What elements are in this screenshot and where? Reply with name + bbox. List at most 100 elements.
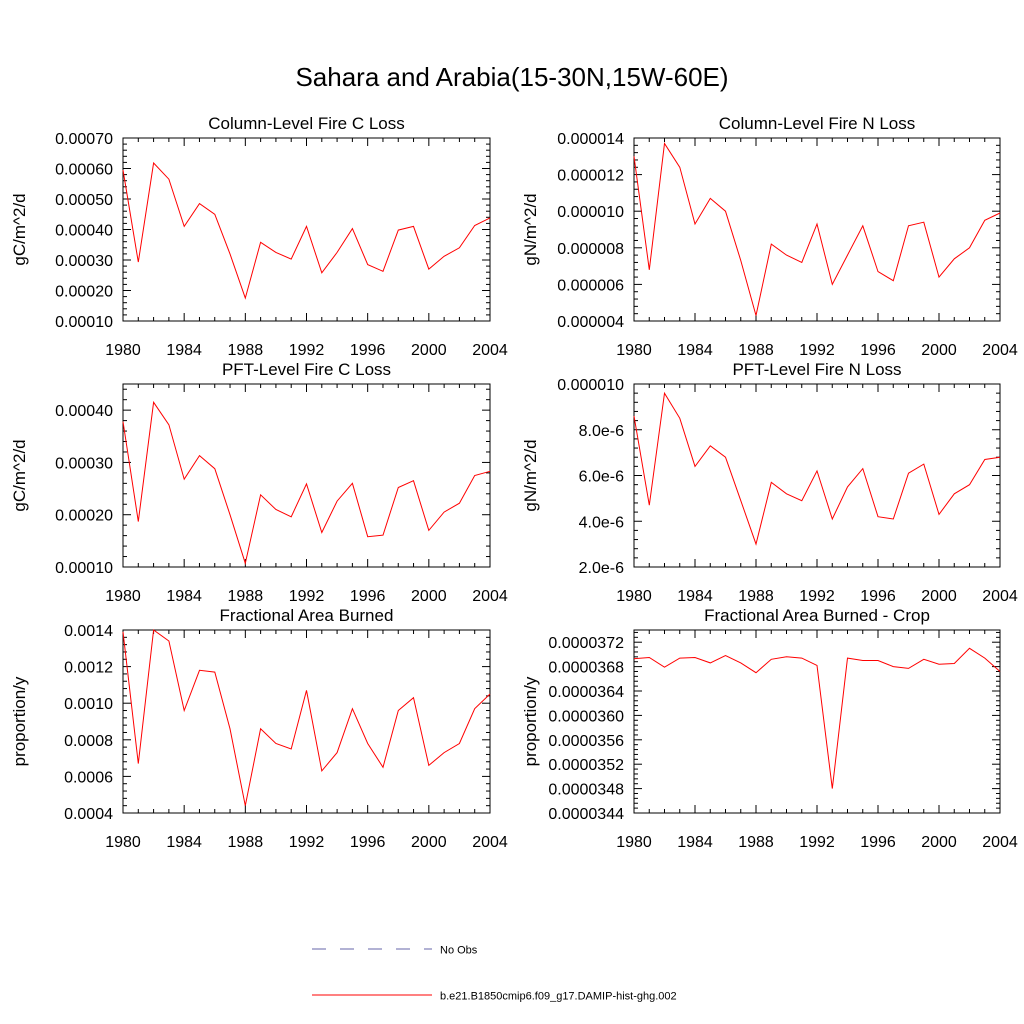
y-tick-label: 0.0010 bbox=[64, 696, 113, 713]
x-tick-label: 2004 bbox=[982, 588, 1018, 605]
y-tick-label: 0.000012 bbox=[557, 168, 624, 185]
x-tick-label: 1980 bbox=[616, 588, 652, 605]
x-tick-label: 2000 bbox=[921, 588, 957, 605]
x-tick-label: 1984 bbox=[677, 342, 713, 359]
x-tick-label: 1988 bbox=[228, 342, 264, 359]
x-tick-label: 1996 bbox=[350, 588, 386, 605]
x-tick-label: 1996 bbox=[350, 834, 386, 851]
plot-frame bbox=[633, 629, 1001, 814]
y-tick-label: 0.0000352 bbox=[548, 757, 624, 774]
plot-frame bbox=[633, 383, 1001, 568]
chart-panel-6: 1980 1984 1988 1992 1996 2000 2004 0.0000344 0.0… bbox=[521, 606, 1018, 851]
y-tick-label: 0.0000368 bbox=[548, 660, 624, 677]
panel-title: PFT-Level Fire N Loss bbox=[732, 360, 901, 379]
y-axis-label: proportion/y bbox=[10, 676, 29, 766]
y-tick-label: 8.0e-6 bbox=[579, 423, 624, 440]
x-tick-label: 1980 bbox=[105, 834, 141, 851]
y-tick-label: 0.0000344 bbox=[548, 806, 624, 823]
x-tick-label: 1996 bbox=[860, 588, 896, 605]
y-tick-label: 0.0000364 bbox=[548, 684, 624, 701]
y-tick-label: 0.000008 bbox=[557, 241, 624, 258]
y-tick-label: 0.00040 bbox=[55, 403, 113, 420]
x-tick-label: 2000 bbox=[411, 342, 447, 359]
series-line bbox=[122, 629, 491, 806]
x-tick-label: 2004 bbox=[982, 834, 1018, 851]
plot-frame bbox=[122, 629, 491, 814]
legend-run-label: b.e21.B1850cmip6.f09_g17.DAMIP-hist-ghg.… bbox=[440, 991, 677, 1003]
y-tick-label: 0.0012 bbox=[64, 660, 113, 677]
x-tick-label: 1984 bbox=[166, 834, 202, 851]
x-tick-label: 1988 bbox=[228, 834, 264, 851]
y-tick-label: 0.000010 bbox=[557, 204, 624, 221]
y-tick-label: 0.00040 bbox=[55, 223, 113, 240]
x-tick-label: 1984 bbox=[677, 588, 713, 605]
x-tick-label: 2000 bbox=[411, 588, 447, 605]
y-tick-label: 0.000004 bbox=[557, 314, 624, 331]
series-line bbox=[122, 161, 491, 300]
panel-title: Fractional Area Burned bbox=[220, 606, 394, 625]
panel-title: Fractional Area Burned - Crop bbox=[704, 606, 930, 625]
y-axis-label: gC/m^2/d bbox=[10, 439, 29, 511]
y-tick-label: 0.000006 bbox=[557, 277, 624, 294]
y-tick-label: 0.0006 bbox=[64, 769, 113, 786]
x-tick-label: 1984 bbox=[166, 342, 202, 359]
y-tick-label: 0.00050 bbox=[55, 192, 113, 209]
x-tick-label: 1980 bbox=[616, 342, 652, 359]
y-tick-label: 0.00020 bbox=[55, 284, 113, 301]
y-axis-label: proportion/y bbox=[521, 676, 540, 766]
x-tick-label: 2004 bbox=[472, 342, 508, 359]
x-tick-label: 2000 bbox=[921, 834, 957, 851]
series-line bbox=[633, 647, 1001, 789]
x-tick-label: 1992 bbox=[289, 834, 325, 851]
x-tick-label: 1980 bbox=[105, 588, 141, 605]
chart-panel-4: 1980 1984 1988 1992 1996 2000 2004 2.0e-6 4.0e-6… bbox=[521, 360, 1018, 605]
y-tick-label: 0.000014 bbox=[557, 131, 624, 148]
chart-panels: 1980 1984 1988 1992 1996 2000 2004 0.00010 0.000… bbox=[10, 114, 1018, 851]
y-axis-label: gC/m^2/d bbox=[10, 193, 29, 265]
x-tick-label: 1996 bbox=[860, 342, 896, 359]
x-tick-label: 1984 bbox=[677, 834, 713, 851]
y-tick-label: 0.00010 bbox=[55, 560, 113, 577]
x-tick-label: 1984 bbox=[166, 588, 202, 605]
panel-title: Column-Level Fire N Loss bbox=[719, 114, 916, 133]
plot-frame bbox=[633, 137, 1001, 322]
y-axis-label: gN/m^2/d bbox=[521, 193, 540, 265]
panel-title: Column-Level Fire C Loss bbox=[208, 114, 405, 133]
y-tick-label: 2.0e-6 bbox=[579, 560, 624, 577]
y-tick-label: 0.0000356 bbox=[548, 733, 624, 750]
x-tick-label: 2004 bbox=[472, 588, 508, 605]
y-tick-label: 0.000010 bbox=[557, 377, 624, 394]
panel-title: PFT-Level Fire C Loss bbox=[222, 360, 391, 379]
y-tick-label: 0.00030 bbox=[55, 455, 113, 472]
x-tick-label: 2004 bbox=[472, 834, 508, 851]
series-line bbox=[633, 142, 1001, 316]
x-tick-label: 1980 bbox=[616, 834, 652, 851]
x-tick-label: 2000 bbox=[411, 834, 447, 851]
plot-frame bbox=[122, 137, 491, 322]
plot-frame bbox=[122, 383, 491, 568]
x-tick-label: 1988 bbox=[738, 588, 774, 605]
x-tick-label: 2000 bbox=[921, 342, 957, 359]
x-tick-label: 1988 bbox=[738, 342, 774, 359]
x-tick-label: 1992 bbox=[289, 342, 325, 359]
y-tick-label: 4.0e-6 bbox=[579, 514, 624, 531]
y-tick-label: 0.0008 bbox=[64, 733, 113, 750]
x-tick-label: 1988 bbox=[228, 588, 264, 605]
y-tick-label: 0.00020 bbox=[55, 508, 113, 525]
series-line bbox=[122, 400, 491, 566]
x-tick-label: 1992 bbox=[289, 588, 325, 605]
figure-title: Sahara and Arabia(15-30N,15W-60E) bbox=[295, 62, 729, 92]
chart-panel-5: 1980 1984 1988 1992 1996 2000 2004 0.0004 0.0006… bbox=[10, 606, 508, 851]
series-line bbox=[633, 391, 1001, 546]
y-tick-label: 0.00030 bbox=[55, 253, 113, 270]
y-tick-label: 0.00060 bbox=[55, 162, 113, 179]
x-tick-label: 2004 bbox=[982, 342, 1018, 359]
y-tick-label: 0.00010 bbox=[55, 314, 113, 331]
y-tick-label: 0.0014 bbox=[64, 623, 113, 640]
x-tick-label: 1992 bbox=[799, 342, 835, 359]
x-tick-label: 1980 bbox=[105, 342, 141, 359]
y-tick-label: 0.0000360 bbox=[548, 708, 624, 725]
y-axis-label: gN/m^2/d bbox=[521, 439, 540, 511]
chart-panel-1: 1980 1984 1988 1992 1996 2000 2004 0.00010 0.000… bbox=[10, 114, 508, 359]
